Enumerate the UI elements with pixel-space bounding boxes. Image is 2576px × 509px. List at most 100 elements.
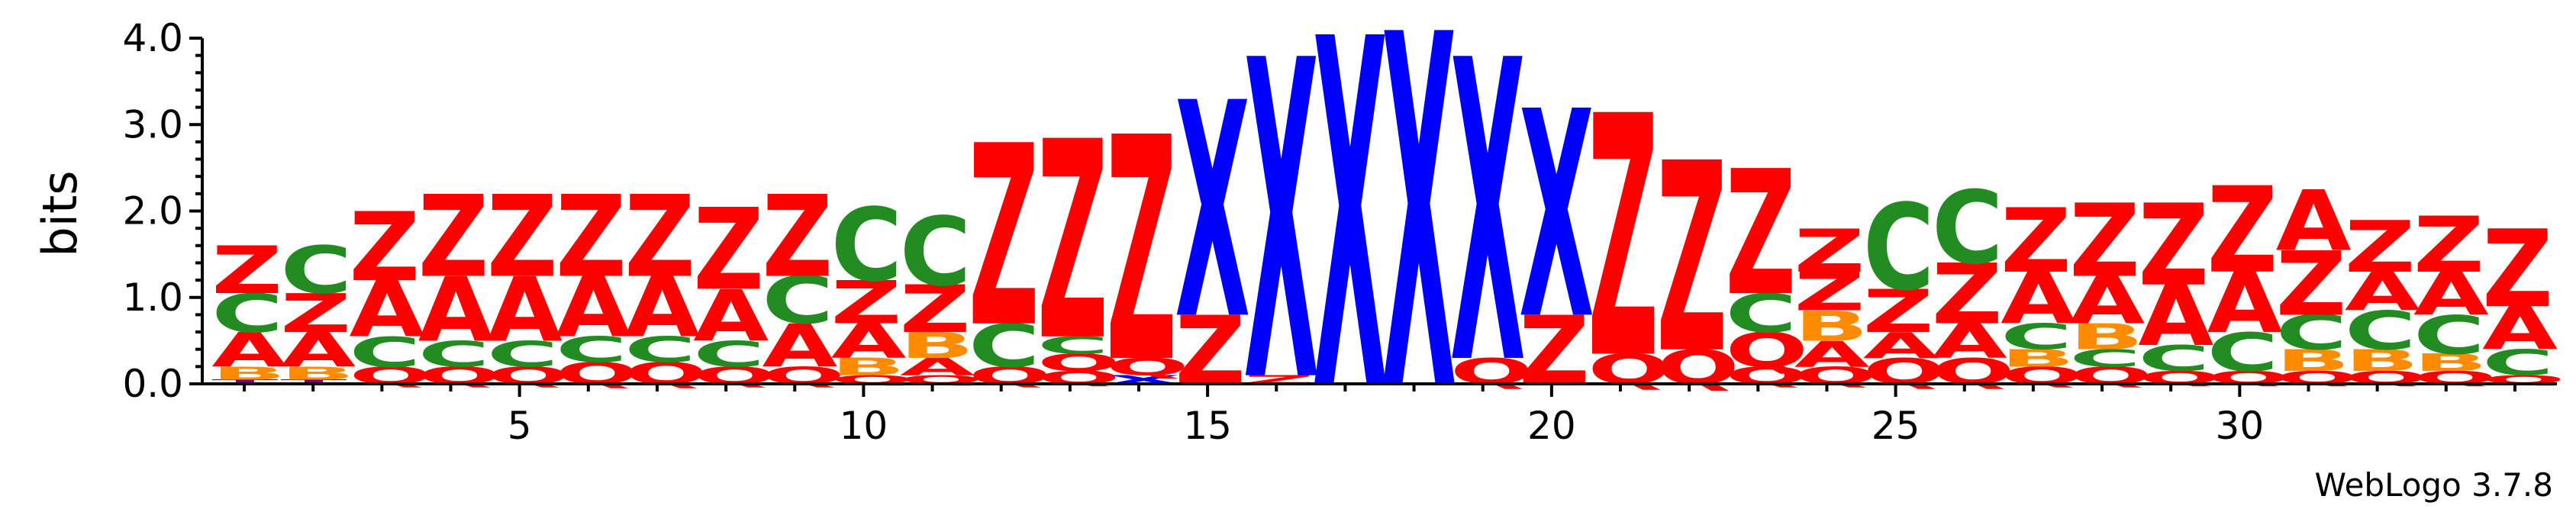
logo-letter-z: Z	[350, 192, 421, 303]
y-tick-label: 3.0	[122, 102, 183, 147]
logo-letter-x: X	[1450, 0, 1526, 456]
logo-letter-c: C	[1037, 332, 1109, 359]
logo-letter-z: Z	[624, 172, 695, 303]
logo-letter-c: C	[2001, 317, 2072, 358]
logo-letter-a: A	[2207, 255, 2283, 351]
logo-letter-a: A	[900, 353, 975, 381]
y-tick-label: 4.0	[122, 16, 183, 60]
logo-letter-b: B	[2276, 343, 2350, 378]
logo-letter-a: A	[762, 311, 837, 380]
logo-letter-a: A	[1932, 314, 2007, 369]
logo-letter-a: A	[624, 259, 700, 356]
logo-letter-q: Q	[1932, 351, 2015, 392]
x-tick-label: 10	[840, 404, 888, 448]
x-tick-label: 30	[2216, 404, 2265, 448]
logo-letter-c: C	[350, 329, 421, 377]
logo-letter-z: Z	[1037, 85, 1108, 401]
logo-letter-z: Z	[487, 172, 558, 303]
logo-letter-c: C	[418, 333, 490, 375]
logo-stacks: TBACZTBAZCQCAZQCAZQCAZQCAZQCAZQCAZQACZQB…	[211, 0, 2565, 499]
logo-letter-q: Q	[1106, 353, 1189, 381]
x-ticks: 5 10 15 20 25 30	[243, 384, 2516, 448]
logo-letter-c: C	[1725, 283, 1797, 345]
logo-letter-c: C	[2207, 322, 2279, 384]
logo-letter-a: A	[2069, 263, 2145, 339]
logo-letter-c: C	[900, 196, 972, 307]
logo-letter-c: C	[2069, 345, 2141, 372]
logo-letter-a: A	[1863, 325, 1939, 366]
logo-letter-c: C	[693, 333, 765, 375]
logo-letter-a: A	[831, 314, 907, 369]
logo-letter-x: X	[1313, 0, 1388, 497]
y-tick-label: 0.0	[122, 362, 183, 406]
logo-letter-z: Z	[1106, 72, 1177, 431]
logo-letter-a: A	[211, 323, 287, 378]
logo-letter-t: T	[280, 379, 347, 385]
logo-letter-z: Z	[2069, 182, 2140, 300]
logo-letter-z: Z	[1863, 277, 1934, 346]
logo-letter-z: Z	[969, 93, 1040, 382]
logo-letter-z: Z	[556, 172, 627, 303]
logo-letter-c: C	[211, 283, 283, 345]
logo-letter-c: C	[1863, 179, 1935, 317]
logo-letter-q: Q	[1037, 349, 1120, 376]
logo-letter-a: A	[556, 259, 631, 356]
logo-letter-a: A	[2001, 258, 2076, 340]
logo-letter-c: C	[969, 311, 1040, 380]
logo-letter-c: C	[556, 330, 627, 371]
logo-letter-b: B	[280, 363, 354, 384]
logo-letter-a: A	[1794, 333, 1870, 375]
logo-letter-z: Z	[831, 269, 902, 337]
logo-letter-z: Z	[211, 233, 282, 309]
logo-letter-x: X	[1519, 51, 1594, 382]
logo-letter-z: Z	[2482, 208, 2553, 332]
logo-letter-z: Z	[693, 185, 764, 316]
logo-letter-a: A	[2482, 295, 2558, 363]
logo-letter-b: B	[2413, 349, 2487, 376]
logo-letter-c: C	[624, 330, 696, 371]
y-tick-label: 1.0	[122, 275, 183, 320]
x-tick-label: 25	[1872, 404, 1920, 448]
logo-letter-z: Z	[2001, 189, 2071, 292]
y-ticks: 0.0 1.0 2.0 3.0 4.0	[122, 16, 202, 406]
logo-letter-c: C	[2413, 304, 2485, 366]
logo-letter-z: Z	[762, 172, 833, 303]
logo-letter-c: C	[831, 186, 903, 304]
logo-letter-b: B	[2345, 343, 2419, 378]
logo-letter-c: C	[487, 333, 559, 375]
logo-letter-q: Q	[1725, 323, 1808, 378]
logo-letter-c: C	[2482, 343, 2554, 384]
logo-letter-a: A	[693, 275, 769, 358]
logo-letter-z: Z	[1588, 46, 1659, 432]
logo-letter-z: Z	[1725, 134, 1796, 334]
logo-letter-z: Z	[900, 272, 971, 348]
logo-letter-z: Z	[2276, 233, 2347, 336]
logo-letter-a: A	[2413, 259, 2489, 328]
logo-letter-a: A	[280, 323, 356, 378]
logo-letter-q: Q	[1450, 351, 1533, 392]
logo-letter-b: B	[2001, 345, 2075, 372]
logo-letter-x: X	[1381, 0, 1457, 499]
logo-letter-b: B	[900, 325, 974, 366]
logo-letter-z: Z	[1794, 261, 1865, 323]
logo-letter-a: A	[2345, 261, 2420, 323]
logo-letter-z: Z	[1519, 296, 1590, 407]
x-tick-label: 20	[1527, 404, 1576, 448]
logo-letter-z: Z	[1794, 217, 1865, 285]
logo-letter-z: Z	[2345, 206, 2416, 288]
logo-letter-c: C	[1932, 169, 2004, 287]
logo-letter-a: A	[487, 259, 563, 362]
logo-letter-x: X	[1175, 41, 1250, 385]
logo-letter-a: A	[418, 259, 494, 362]
logo-letter-b: B	[2069, 317, 2143, 358]
logo-letter-a: A	[2276, 173, 2352, 269]
logo-letter-q: Q	[1588, 346, 1671, 394]
logo-letter-a: A	[350, 266, 425, 355]
logo-letter-z: Z	[280, 283, 351, 345]
logo-letter-z: Z	[418, 172, 489, 303]
logo-letter-q: Q	[1863, 351, 1946, 392]
logo-letter-z: Z	[1175, 296, 1246, 407]
logo-letter-c: C	[2345, 300, 2416, 362]
logo-letter-t: T	[211, 379, 279, 385]
logo-letter-a: A	[2138, 268, 2213, 364]
